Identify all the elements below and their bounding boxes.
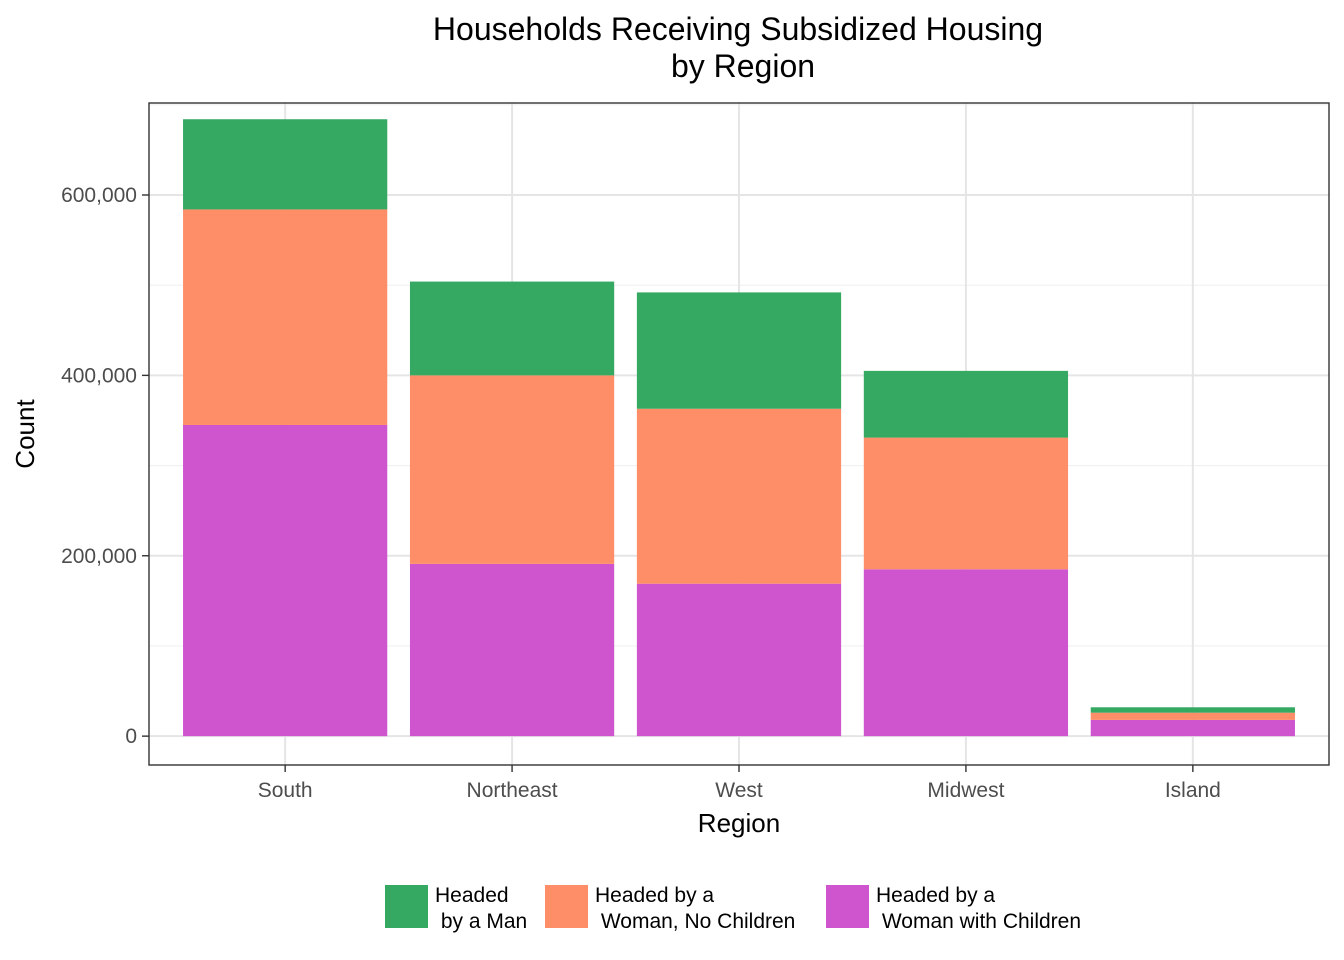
y-tick-label: 0 [125,725,137,748]
bar-west-woman-no-children [636,408,842,584]
chart-title: Households Receiving Subsidized Housing … [433,11,1043,84]
x-tick-label: Midwest [927,779,1004,802]
bar-midwest-woman-with-children [863,569,1069,737]
chart-title-line-1: Households Receiving Subsidized Housing [433,11,1043,47]
x-tick-label: Island [1165,779,1221,802]
chart-title-line-2: by Region [671,48,815,84]
bar-northeast-woman-with-children [409,563,615,737]
bars [183,119,1295,737]
bar-south-man [183,119,388,210]
legend-key-man [385,885,428,928]
x-tick-label: West [715,779,763,802]
bar-midwest-woman-no-children [863,437,1069,570]
bar-northeast-man [409,281,615,376]
legend-key-woman-no-children [545,885,588,928]
bar-south-woman-no-children [183,209,388,425]
bar-west-man [636,292,842,409]
y-tick-label: 400,000 [61,364,137,387]
bar-northeast-woman-no-children [409,375,615,564]
x-axis-title: Region [698,808,780,838]
y-tick-label: 600,000 [61,184,137,207]
legend: Headed by a Man Headed by a Woman, No Chi… [385,884,1081,933]
y-tick-label: 200,000 [61,545,137,568]
legend-label-woman-with-children: Headed by a Woman with Children [876,884,1081,933]
bar-south-woman-with-children [183,424,388,737]
legend-label-man: Headed by a Man [435,884,527,933]
bar-midwest-man [863,370,1069,438]
x-tick-label: South [258,779,313,802]
x-tick-label: Northeast [467,779,558,802]
legend-key-woman-with-children [826,885,869,928]
bar-island-man [1090,707,1295,713]
y-axis: 0 200,000 400,000 600,000 [61,184,149,748]
y-axis-title: Count [10,399,40,469]
bar-west-woman-with-children [636,583,842,737]
legend-label-woman-no-children: Headed by a Woman, No Children [595,884,795,933]
bar-island-woman-no-children [1090,712,1295,720]
bar-island-woman-with-children [1090,719,1295,737]
x-axis: South Northeast West Midwest Island [258,765,1221,802]
